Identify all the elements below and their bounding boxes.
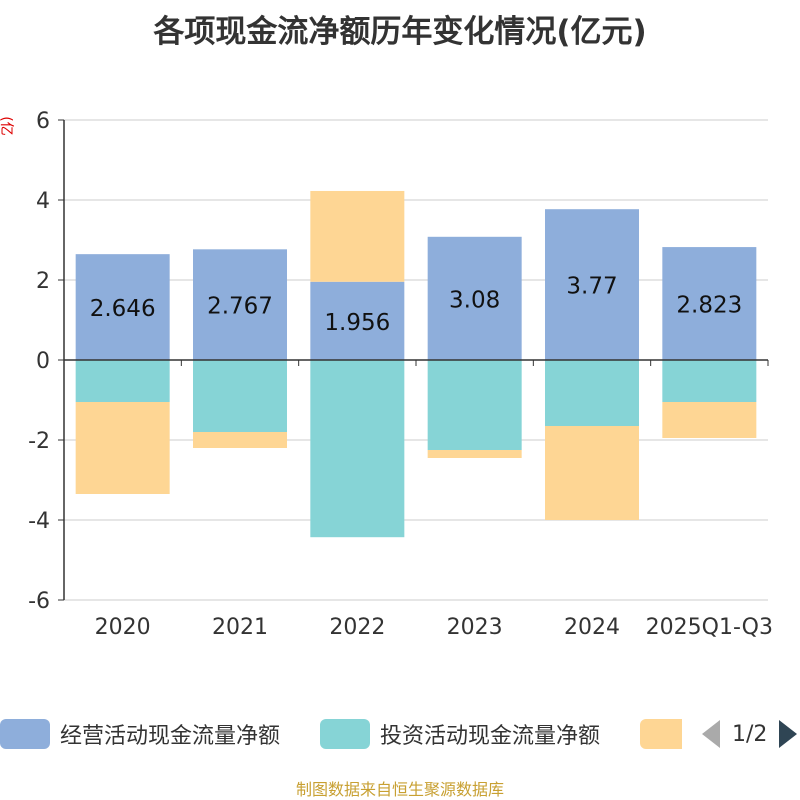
data-label: 2.646 — [90, 296, 156, 322]
bar-operating-2023 — [427, 236, 522, 360]
legend-page-indicator: 1/2 — [732, 721, 768, 747]
y-tick-label: 6 — [36, 109, 50, 134]
bar-financing-2021 — [193, 432, 287, 448]
bar-operating-2025Q1-Q3 — [662, 247, 757, 360]
bar-investing-2022 — [310, 360, 405, 538]
legend-pager: 1/2 — [702, 712, 798, 756]
y-tick-label: 2 — [36, 269, 50, 294]
legend: 经营活动现金流量净额 投资活动现金流量净额 1/2 — [0, 712, 800, 756]
data-label: 2.823 — [676, 293, 742, 319]
bar-investing-2024 — [545, 360, 639, 426]
legend-item-operating[interactable]: 经营活动现金流量净额 — [0, 712, 280, 756]
legend-swatch-investing — [320, 719, 370, 749]
cash-flow-chart: -6 -4 -2 0 2 4 6 2.646 2020 2.767 2021 1.956 2022 3.0… — [28, 109, 773, 640]
bar-investing-2021 — [193, 360, 287, 432]
bar-financing-2023 — [427, 450, 522, 458]
x-category-label: 2024 — [564, 615, 620, 640]
legend-swatch-financing — [640, 719, 682, 749]
triangle-right-icon[interactable] — [779, 720, 798, 748]
chart-title: 各项现金流净额历年变化情况(亿元) — [153, 14, 647, 50]
data-label: 1.956 — [324, 310, 390, 336]
triangle-left-icon[interactable] — [702, 720, 720, 748]
bar-financing-2022 — [310, 190, 405, 282]
y-tick-label: 0 — [36, 349, 50, 374]
y-tick-label: 4 — [36, 189, 50, 214]
bar-investing-2025Q1-Q3 — [662, 360, 757, 402]
y-tick-label: -6 — [28, 589, 50, 614]
bar-financing-2020 — [75, 402, 170, 494]
legend-item-financing[interactable] — [640, 712, 682, 756]
y-tick-label: -2 — [28, 429, 50, 454]
bar-operating-2022 — [310, 281, 405, 360]
bar-operating-2021 — [193, 249, 287, 360]
bar-investing-2023 — [427, 360, 522, 450]
legend-label-operating: 经营活动现金流量净额 — [60, 724, 281, 749]
x-category-label: 2021 — [212, 615, 268, 640]
bar-operating-2024 — [545, 209, 639, 360]
data-source-note: 制图数据来自恒生聚源数据库 — [295, 780, 504, 799]
bar-financing-2024 — [545, 426, 639, 520]
bar-financing-2025Q1-Q3 — [662, 402, 757, 438]
legend-label-investing: 投资活动现金流量净额 — [380, 724, 601, 749]
bar-investing-2020 — [75, 360, 170, 402]
bar-operating-2020 — [75, 254, 170, 360]
x-category-label: 2025Q1-Q3 — [646, 615, 773, 640]
data-label: 3.77 — [566, 274, 617, 300]
legend-item-investing[interactable]: 投资活动现金流量净额 — [320, 712, 600, 756]
legend-swatch-operating — [0, 719, 50, 749]
x-category-label: 2023 — [447, 615, 503, 640]
data-label: 2.767 — [207, 294, 273, 320]
y-tick-label: -4 — [28, 509, 50, 534]
x-category-label: 2022 — [329, 615, 385, 640]
data-label: 3.08 — [449, 287, 500, 313]
x-category-label: 2020 — [95, 615, 151, 640]
